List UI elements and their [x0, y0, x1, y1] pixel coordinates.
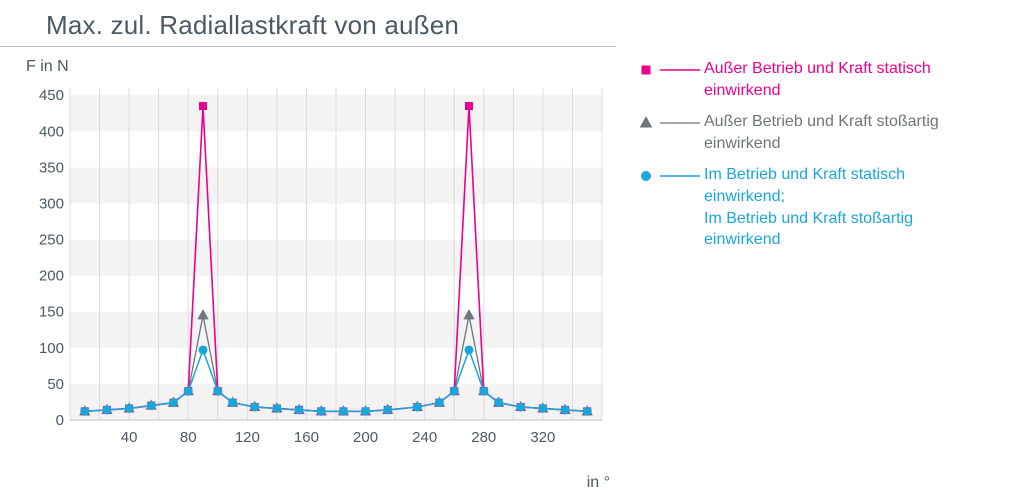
svg-text:100: 100 — [39, 340, 64, 357]
title-rule — [0, 46, 616, 47]
svg-text:300: 300 — [39, 195, 64, 212]
x-axis-label: in ° — [587, 474, 610, 492]
y-axis-label: F in N — [26, 58, 69, 76]
svg-text:350: 350 — [39, 159, 64, 176]
svg-text:80: 80 — [180, 429, 197, 446]
svg-text:40: 40 — [121, 429, 138, 446]
svg-text:320: 320 — [530, 429, 555, 446]
svg-text:160: 160 — [294, 429, 319, 446]
legend-marker-icon — [634, 113, 704, 133]
chart-area: Max. zul. Radiallastkraft von außen F in… — [0, 0, 630, 500]
legend-marker-icon — [634, 166, 704, 186]
legend-marker-icon — [634, 60, 704, 80]
legend-item: Im Betrieb und Kraft statisch einwirkend… — [634, 164, 1000, 250]
chart-title: Max. zul. Radiallastkraft von außen — [46, 10, 459, 41]
legend-label: Im Betrieb und Kraft statisch einwirkend… — [704, 164, 974, 250]
legend: Außer Betrieb und Kraft statisch einwirk… — [630, 0, 1000, 500]
svg-text:400: 400 — [39, 123, 64, 140]
legend-item: Außer Betrieb und Kraft statisch einwirk… — [634, 58, 1000, 101]
svg-text:150: 150 — [39, 304, 64, 321]
svg-text:120: 120 — [235, 429, 260, 446]
svg-text:200: 200 — [39, 268, 64, 285]
svg-text:250: 250 — [39, 232, 64, 249]
svg-text:0: 0 — [56, 412, 64, 429]
svg-text:200: 200 — [353, 429, 378, 446]
chart-plot: 0 50 100 150 200 250 300 350 400 450 40 80 120 160 200… — [36, 84, 610, 452]
svg-text:450: 450 — [39, 87, 64, 104]
svg-text:50: 50 — [47, 376, 64, 393]
legend-label: Außer Betrieb und Kraft stoßartig einwir… — [704, 111, 974, 154]
chart-container: Max. zul. Radiallastkraft von außen F in… — [0, 0, 1015, 500]
legend-item: Außer Betrieb und Kraft stoßartig einwir… — [634, 111, 1000, 154]
svg-text:280: 280 — [471, 429, 496, 446]
legend-label: Außer Betrieb und Kraft statisch einwirk… — [704, 58, 974, 101]
svg-text:240: 240 — [412, 429, 437, 446]
